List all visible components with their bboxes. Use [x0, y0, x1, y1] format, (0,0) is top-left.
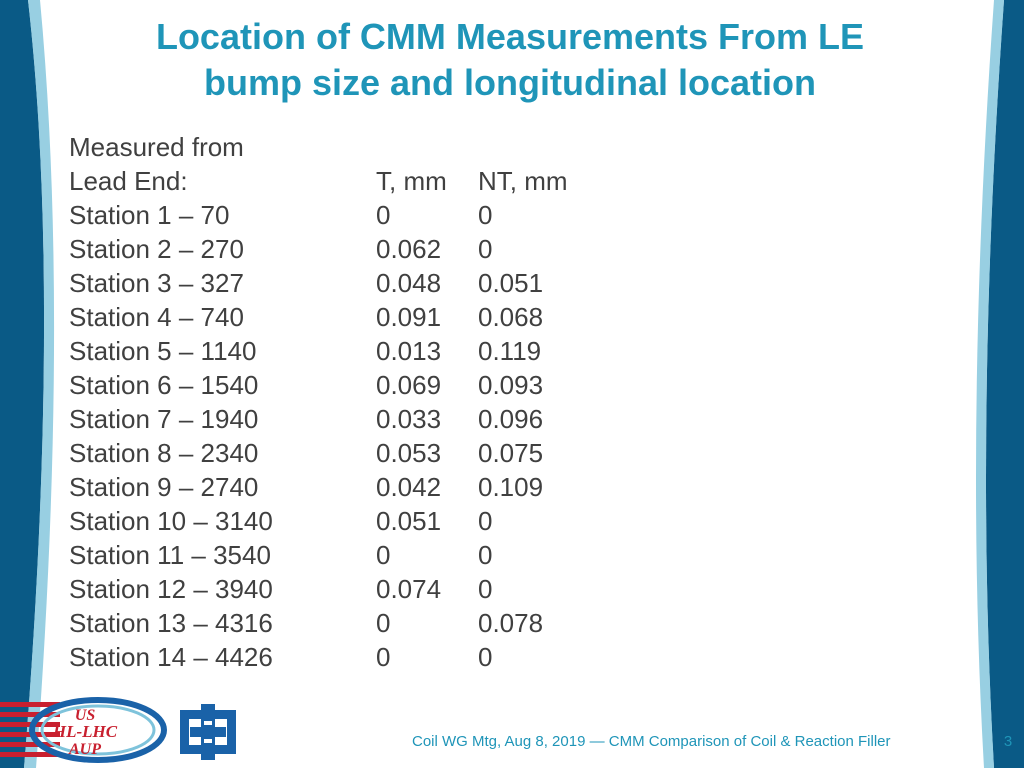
- t-value-cell: 0.048: [376, 268, 442, 298]
- t-value-cell: 0: [376, 642, 391, 672]
- footer-text: Coil WG Mtg, Aug 8, 2019 — CMM Compariso…: [412, 733, 891, 750]
- t-value-cell: 0.062: [376, 234, 442, 264]
- header-cell: [478, 130, 618, 164]
- station-cell: Station 9 – 2740: [69, 472, 259, 502]
- nt-value-cell: 0: [478, 234, 493, 264]
- page-number: 3: [1003, 733, 1013, 750]
- nt-value-cell: 0.119: [478, 336, 542, 366]
- table-row: Station 11 – 3540 0 0: [69, 538, 618, 572]
- title-line-2: bump size and longitudinal location: [204, 62, 816, 103]
- t-value-cell: 0.013: [376, 336, 442, 366]
- table-row: Station 3 – 327 0.048 0.051: [69, 266, 618, 300]
- header-row: Lead End: T, mm NT, mm: [69, 164, 618, 198]
- fermilab-logo: [180, 704, 236, 760]
- t-value-cell: 0.033: [376, 404, 442, 434]
- t-value-cell: 0.053: [376, 438, 442, 468]
- table-row: Station 14 – 4426 0 0: [69, 640, 618, 674]
- t-value-cell: 0.091: [376, 302, 442, 332]
- station-cell: Station 11 – 3540: [69, 540, 271, 570]
- t-value-cell: 0: [376, 200, 391, 230]
- station-cell: Station 13 – 4316: [69, 608, 273, 638]
- nt-value-cell: 0: [478, 200, 493, 230]
- t-value-cell: 0.074: [376, 574, 442, 604]
- nt-value-cell: 0: [478, 642, 493, 672]
- station-cell: Station 7 – 1940: [69, 404, 259, 434]
- table-row: Station 13 – 4316 0 0.078: [69, 606, 618, 640]
- nt-value-cell: 0: [478, 574, 493, 604]
- nt-value-cell: 0: [478, 506, 493, 536]
- station-cell: Station 10 – 3140: [69, 506, 273, 536]
- nt-value-cell: 0.068: [478, 302, 544, 332]
- measurement-table: Measured from Lead End: T, mm NT, mm Sta…: [69, 130, 618, 674]
- table-row: Station 8 – 2340 0.053 0.075: [69, 436, 618, 470]
- us-hl-lhc-aup-logo: US HL-LHC AUP: [0, 697, 167, 763]
- nt-value-cell: 0.109: [478, 472, 544, 502]
- header-location: Lead End:: [69, 166, 188, 196]
- title-line-1: Location of CMM Measurements From LE: [155, 16, 865, 57]
- table-row: Station 9 – 2740 0.042 0.109: [69, 470, 618, 504]
- header-nt-mm: NT, mm: [478, 166, 568, 196]
- nt-value-cell: 0.078: [478, 608, 544, 638]
- nt-value-cell: 0.075: [478, 438, 544, 468]
- t-value-cell: 0: [376, 540, 391, 570]
- left-decorative-swoosh: [0, 0, 55, 768]
- slide-title: Location of CMM Measurements From LE bum…: [90, 14, 930, 106]
- station-cell: Station 3 – 327: [69, 268, 244, 298]
- table-row: Station 10 – 3140 0.051 0: [69, 504, 618, 538]
- t-value-cell: 0.051: [376, 506, 442, 536]
- table-row: Station 6 – 1540 0.069 0.093: [69, 368, 618, 402]
- table-row: Station 2 – 270 0.062 0: [69, 232, 618, 266]
- nt-value-cell: 0.093: [478, 370, 544, 400]
- station-cell: Station 6 – 1540: [69, 370, 259, 400]
- station-cell: Station 5 – 1140: [69, 336, 257, 366]
- station-cell: Station 8 – 2340: [69, 438, 259, 468]
- logo-aup-text: AUP: [68, 741, 101, 758]
- t-value-cell: 0.042: [376, 472, 442, 502]
- logo-us-text: US: [75, 707, 96, 724]
- header-cell: Measured from: [69, 132, 244, 162]
- header-cell: [376, 130, 478, 164]
- table-row: Station 1 – 70 0 0: [69, 198, 618, 232]
- nt-value-cell: 0.096: [478, 404, 544, 434]
- station-cell: Station 12 – 3940: [69, 574, 273, 604]
- table-row: Station 12 – 3940 0.074 0: [69, 572, 618, 606]
- station-cell: Station 14 – 4426: [69, 642, 273, 672]
- t-value-cell: 0.069: [376, 370, 442, 400]
- station-cell: Station 4 – 740: [69, 302, 244, 332]
- header-t-mm: T, mm: [376, 166, 447, 196]
- header-row: Measured from: [69, 130, 618, 164]
- table-row: Station 4 – 740 0.091 0.068: [69, 300, 618, 334]
- t-value-cell: 0: [376, 608, 391, 638]
- right-decorative-swoosh: [976, 0, 1024, 768]
- nt-value-cell: 0.051: [478, 268, 544, 298]
- station-cell: Station 2 – 270: [69, 234, 244, 264]
- table-row: Station 5 – 1140 0.013 0.119: [69, 334, 618, 368]
- logo-hl-lhc-text: HL-LHC: [52, 722, 118, 741]
- station-cell: Station 1 – 70: [69, 200, 230, 230]
- nt-value-cell: 0: [478, 540, 493, 570]
- table-row: Station 7 – 1940 0.033 0.096: [69, 402, 618, 436]
